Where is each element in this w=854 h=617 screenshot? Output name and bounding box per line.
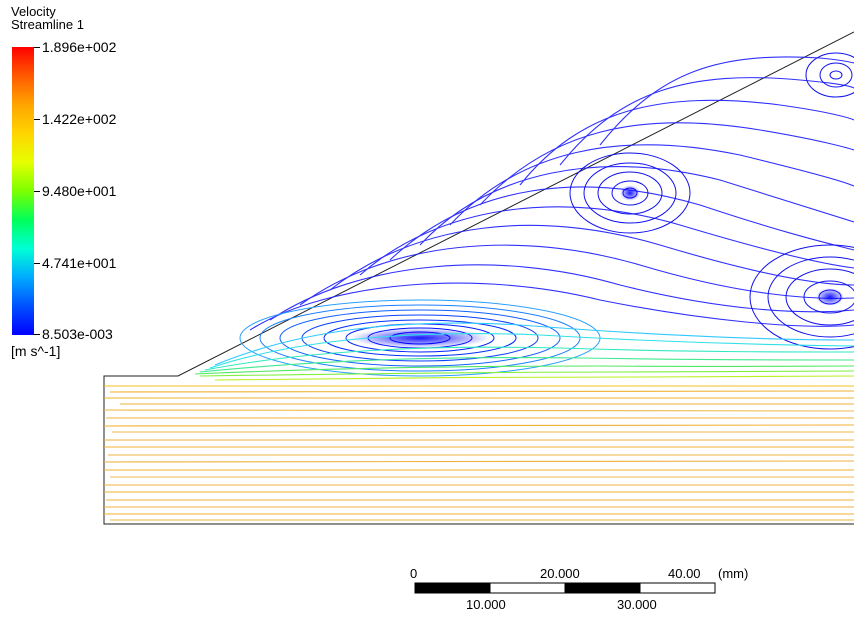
- legend-tick: [34, 263, 40, 264]
- scale-bar: [414, 582, 716, 594]
- scale-label: 30.000: [617, 597, 657, 612]
- domain-outline: [103, 31, 854, 525]
- recirculation-streamlines: [249, 56, 854, 331]
- shear-layer-streamlines: [194, 322, 854, 381]
- legend-tick: [34, 191, 40, 192]
- scale-label: 40.00: [668, 566, 701, 581]
- vortex-top-right: [805, 52, 854, 98]
- legend-tick-label: 9.480e+001: [42, 183, 117, 199]
- scale-segment: [564, 582, 641, 594]
- legend-tick-label: 4.741e+001: [42, 255, 117, 271]
- legend-subtitle: Streamline 1: [11, 17, 84, 32]
- jet-streamlines: [103, 385, 854, 521]
- legend-tick-label: 1.896e+002: [42, 39, 117, 55]
- scale-label: 0: [410, 566, 418, 581]
- vortex-right: [749, 244, 854, 350]
- legend-tick: [34, 334, 40, 335]
- color-bar: [12, 47, 34, 335]
- legend-tick: [34, 47, 40, 48]
- legend-tick: [34, 119, 40, 120]
- legend-title: Velocity Streamline 1: [11, 5, 84, 31]
- legend-tick-label: 1.422e+002: [42, 111, 117, 127]
- scale-label: 20.000: [540, 566, 580, 581]
- scale-segment: [414, 582, 491, 594]
- legend-unit: [m s^-1]: [11, 343, 61, 359]
- scale-label: 10.000: [466, 597, 506, 612]
- scale-unit: (mm): [718, 566, 749, 581]
- legend-quantity: Velocity: [11, 4, 56, 19]
- legend-tick-label: 8.503e-003: [42, 326, 113, 342]
